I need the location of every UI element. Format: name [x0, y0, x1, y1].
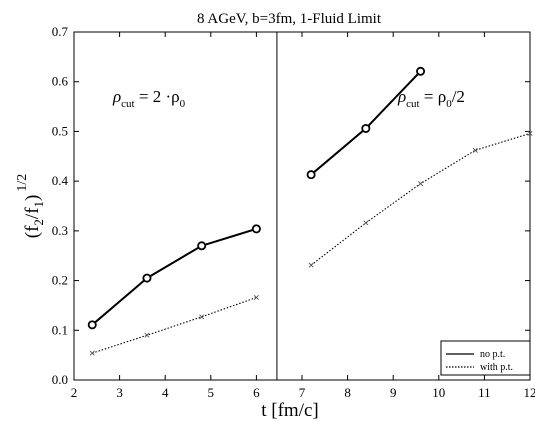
data-point — [306, 170, 316, 180]
x-tick-label: 2 — [71, 385, 78, 400]
x-tick-label: 5 — [208, 385, 215, 400]
data-point — [87, 320, 97, 330]
data-point — [142, 273, 152, 283]
x-tick-label: 6 — [253, 385, 260, 400]
data-point — [251, 224, 261, 234]
y-tick-label: 0.6 — [52, 74, 69, 89]
y-tick-label: 0.1 — [52, 322, 68, 337]
data-point — [197, 241, 207, 251]
series-line — [310, 132, 531, 266]
x-tick-label: 10 — [432, 385, 445, 400]
series-no-pt-left — [87, 224, 261, 330]
y-tick-label: 0.4 — [52, 173, 69, 188]
data-point — [361, 123, 371, 133]
legend-label-with-pt: with p.t. — [480, 362, 513, 373]
data-point — [418, 181, 424, 187]
legend-box — [440, 340, 531, 376]
data-point — [144, 332, 150, 338]
plot-frame — [73, 31, 531, 381]
data-point — [472, 147, 478, 153]
x-tick-label: 8 — [344, 385, 351, 400]
y-axis-label: (f2/f1)1/2 — [15, 174, 46, 238]
x-tick-label: 3 — [116, 385, 123, 400]
data-point — [308, 262, 314, 268]
y-tick-label: 0.7 — [52, 24, 69, 39]
x-axis-label: t [fm/c] — [261, 400, 319, 421]
x-tick-label: 4 — [162, 385, 169, 400]
chart-title: 8 AGeV, b=3fm, 1-Fluid Limit — [197, 11, 382, 27]
y-tick-label: 0.2 — [52, 273, 68, 288]
annotation-right: ρcut = ρ0/2 — [397, 87, 465, 110]
legend-label-no-pt: no p.t. — [480, 349, 505, 360]
x-tick-label: 9 — [390, 385, 397, 400]
x-tick-label: 12 — [524, 385, 535, 400]
x-tick-label: 7 — [299, 385, 306, 400]
series-no-pt-right — [306, 66, 426, 180]
data-point — [363, 220, 369, 226]
data-point — [89, 350, 95, 356]
annotation-left: ρcut = 2 ·ρ0 — [112, 87, 186, 110]
series-with-pt-left — [89, 294, 259, 356]
axis-ticks: 2 3 4 5 6 7 8 9 10 11 12 0.0 0.1 0.2 0.3 0.4 0.5 0.6 0.7 — [52, 24, 535, 400]
y-tick-label: 0.0 — [52, 372, 68, 387]
plot-border — [73, 31, 531, 381]
data-point — [199, 314, 205, 320]
data-point — [416, 66, 426, 76]
legend: no p.t. with p.t. — [440, 340, 531, 376]
y-tick-label: 0.5 — [52, 123, 68, 138]
data-point — [527, 130, 533, 136]
data-point — [253, 294, 259, 300]
series-line — [92, 296, 257, 354]
x-tick-label: 11 — [478, 385, 491, 400]
y-tick-label: 0.3 — [52, 223, 68, 238]
series-line — [91, 227, 257, 326]
series-layer — [87, 66, 533, 356]
series-with-pt-right — [308, 130, 533, 268]
